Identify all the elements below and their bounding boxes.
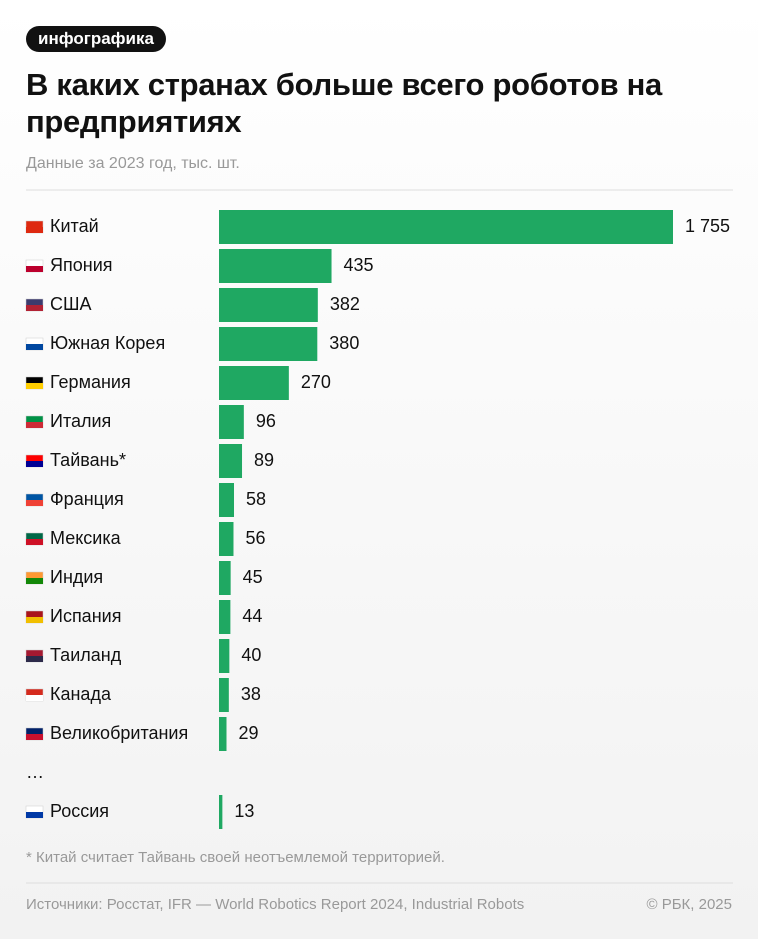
bar [219,561,231,595]
flag [26,344,43,350]
category-label: Россия [50,801,109,821]
bar [219,795,223,829]
category-label: … [26,762,44,782]
category-label: США [50,294,92,314]
flag [26,305,43,311]
flag [26,539,43,545]
subtitle: Данные за 2023 год, тыс. шт. [26,155,240,172]
value-label: 29 [239,723,259,743]
flag [26,422,43,428]
value-label: 1 755 [685,216,730,236]
category-label: Германия [50,372,131,392]
flag [26,227,43,233]
flag [26,695,43,701]
value-label: 435 [344,255,374,275]
source: Источники: Росстат, IFR — World Robotics… [26,896,525,913]
category-label: Япония [50,255,113,275]
flag [26,656,43,662]
bar [219,717,227,751]
flag [26,812,43,818]
bar [219,444,243,478]
value-label: 380 [329,333,359,353]
category-label: Южная Корея [50,333,165,353]
value-label: 40 [241,645,261,665]
value-label: 44 [242,606,262,626]
credit: © РБК, 2025 [646,896,732,913]
value-label: 89 [254,450,274,470]
category-label: Тайвань* [50,450,126,470]
footnote: * Китай считает Тайвань своей неотъемлем… [26,849,445,866]
category-label: Великобритания [50,723,188,743]
category-label: Индия [50,567,103,587]
bar [219,522,234,556]
bar [219,288,318,322]
bar [219,327,318,361]
chart-title: В каких странах больше всего роботов на … [26,67,663,139]
bar [219,600,231,634]
category-label: Таиланд [50,645,122,665]
value-label: 96 [256,411,276,431]
bar [219,678,229,712]
value-label: 13 [234,801,254,821]
value-label: 45 [243,567,263,587]
badge: инфографика [26,26,166,52]
bar [219,210,673,244]
bar [219,405,244,439]
bar [219,639,230,673]
flag [26,734,43,740]
category-label: Китай [50,216,99,236]
value-label: 56 [245,528,265,548]
category-label: Испания [50,606,121,626]
value-label: 38 [241,684,261,704]
bar [219,249,332,283]
flag [26,500,43,506]
category-label: Канада [50,684,112,704]
flag [26,617,43,623]
bar [219,366,289,400]
flag [26,266,43,272]
flag [26,461,43,467]
value-label: 382 [330,294,360,314]
value-label: 270 [301,372,331,392]
flag [26,578,43,584]
category-label: Мексика [50,528,122,548]
category-label: Италия [50,411,111,431]
flag [26,383,43,389]
value-label: 58 [246,489,266,509]
category-label: Франция [50,489,124,509]
bar [219,483,235,517]
